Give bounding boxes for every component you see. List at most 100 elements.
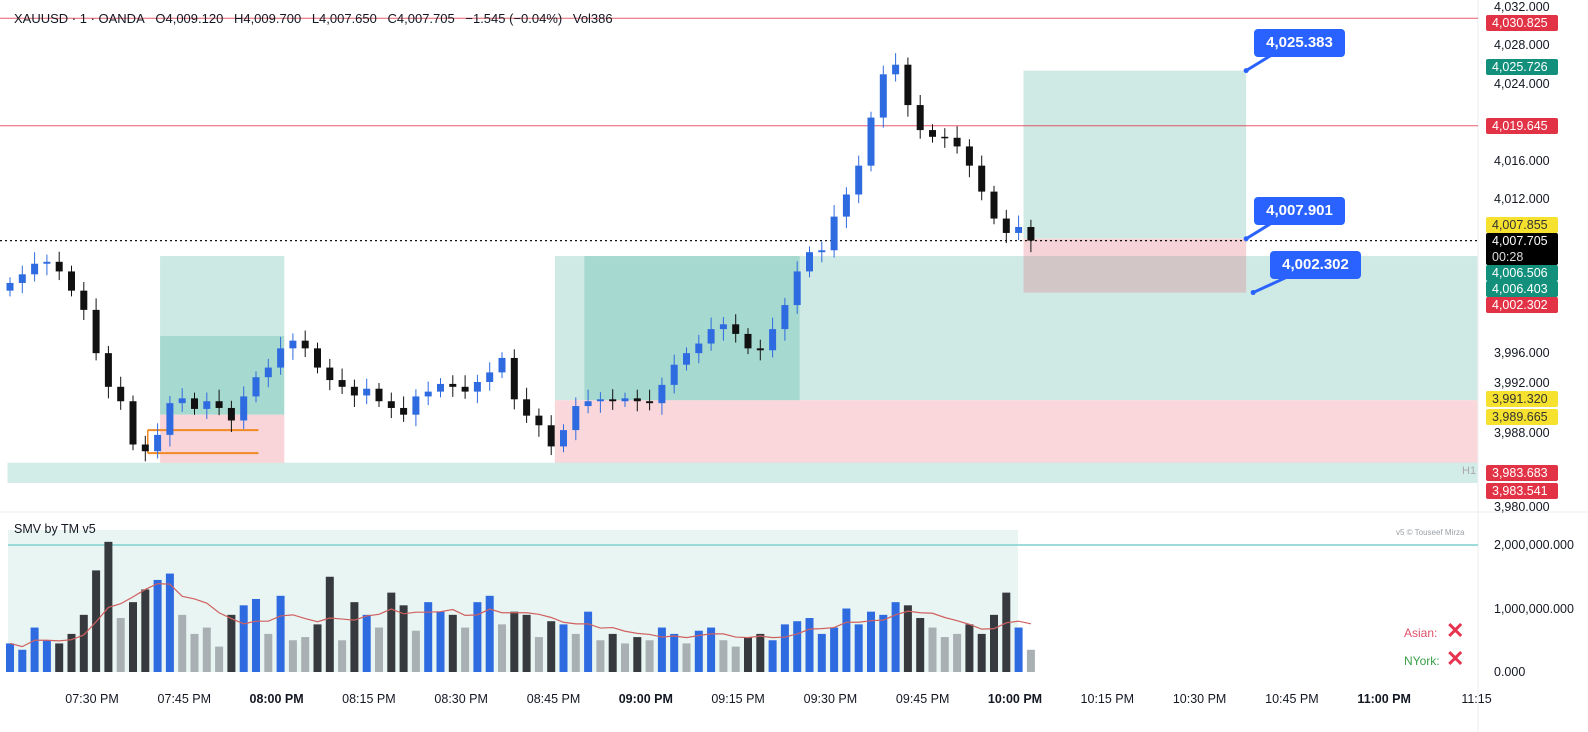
candle-body <box>449 383 457 387</box>
price-tag-value: 4,019.645 <box>1492 118 1548 133</box>
candle-body <box>769 329 777 351</box>
candle-body <box>486 372 494 382</box>
volume-bar <box>621 643 629 672</box>
volume-bar <box>18 649 27 672</box>
callout-pointer <box>1245 53 1273 72</box>
candle-body <box>498 357 506 373</box>
price-callout-label[interactable]: 4,007.901 <box>1254 196 1345 225</box>
price-tag-green: 4,025.726 <box>1486 59 1558 76</box>
volume-bar <box>534 637 543 672</box>
price-tag-green: 4,006.403 <box>1486 281 1558 298</box>
volume-bar <box>940 637 949 672</box>
price-tag-red: 3,983.541 <box>1486 482 1558 499</box>
price-tag-value: 4,030.825 <box>1492 16 1548 30</box>
volume-bar <box>276 595 285 672</box>
symbol-name[interactable]: XAUUSD · 1 · OANDA <box>14 11 145 26</box>
candle-body <box>326 367 334 381</box>
candle-body <box>781 305 789 330</box>
volume-bar <box>387 592 396 672</box>
candle-body <box>461 386 469 392</box>
volume-bar <box>670 633 679 672</box>
asian-status-x-icon: ✕ <box>1446 618 1465 643</box>
volume-axis-tick: 0.000 <box>1494 665 1526 679</box>
candle-body <box>338 380 346 387</box>
price-callout-label[interactable]: 4,025.383 <box>1254 28 1345 57</box>
candle-body <box>80 290 88 310</box>
volume-bar <box>867 611 875 672</box>
volume-bar <box>903 605 912 672</box>
volume-bar <box>854 624 863 672</box>
indicator-title[interactable]: SMV by TM v5 <box>14 522 96 536</box>
price-tag-value: 3,991.320 <box>1492 392 1548 407</box>
volume-bar <box>559 624 568 672</box>
indicator-watermark: v5 © Touseef Mirza <box>1396 528 1465 537</box>
time-axis-tick: 11:00 PM <box>1357 692 1411 706</box>
price-tag-yellow: 4,007.855 <box>1486 217 1558 234</box>
zone-bottom-band <box>7 462 1478 483</box>
candle-body <box>1002 218 1010 233</box>
volume-bar <box>301 637 310 672</box>
ohlc-close: C4,007.705 <box>387 11 455 26</box>
volume-bar <box>731 646 740 672</box>
candle-body <box>104 353 112 387</box>
volume-bar <box>313 624 322 672</box>
price-axis-tick: 3,980.000 <box>1494 500 1550 514</box>
candle-body <box>941 136 949 139</box>
volume-bar <box>768 640 777 672</box>
candle-body <box>375 388 383 402</box>
candle-body <box>855 165 863 195</box>
candle-body <box>535 415 543 426</box>
price-axis-tick: 3,996.000 <box>1494 346 1550 361</box>
volume-bar <box>842 608 851 672</box>
candle-body <box>867 117 875 166</box>
volume-bar <box>202 627 211 672</box>
volume-bar <box>793 621 802 672</box>
candle-body <box>584 401 592 407</box>
zone-target-zone <box>1023 70 1247 239</box>
time-axis-tick: 08:30 PM <box>434 692 488 706</box>
price-tag-green: 4,006.506 <box>1486 265 1558 282</box>
candle-body <box>744 333 752 349</box>
nyork-session-label: NYork: <box>1404 654 1440 668</box>
volume-bar <box>928 627 937 672</box>
volume-bar <box>448 614 457 672</box>
price-tag-value: 4,006.403 <box>1492 282 1548 297</box>
price-tag-red: 4,030.825 <box>1486 15 1558 31</box>
candle-body <box>43 261 51 264</box>
price-tag-value: 4,025.726 <box>1492 60 1548 75</box>
price-tag-red: 4,002.302 <box>1486 297 1558 314</box>
volume-bar <box>879 614 888 672</box>
volume-bar <box>485 595 494 672</box>
price-callout-label[interactable]: 4,002.302 <box>1270 250 1361 279</box>
time-axis-tick: 11:15 <box>1461 692 1492 706</box>
candle-body <box>215 401 223 408</box>
candle-body <box>965 146 973 166</box>
candle-body <box>990 191 998 219</box>
callout-anchor-dot <box>1250 290 1256 296</box>
volume-bar <box>498 624 506 672</box>
volume-bar <box>657 627 666 672</box>
candle-body <box>658 384 666 404</box>
candle-body <box>756 348 764 351</box>
price-tag-red: 3,983.683 <box>1486 464 1558 481</box>
candle-body <box>141 444 149 452</box>
price-tag-black: 4,007.705 00:28 <box>1486 233 1558 266</box>
candle-body <box>929 130 936 137</box>
candle-body <box>646 401 654 404</box>
volume-bar <box>522 614 531 672</box>
candle-body <box>904 64 912 106</box>
candle-body <box>621 398 629 402</box>
candle-body <box>6 282 14 291</box>
price-tag-yellow: 3,989.665 <box>1486 408 1558 425</box>
time-axis-tick: 08:00 PM <box>249 692 304 706</box>
candle-body <box>547 425 555 447</box>
volume-bar <box>190 633 199 672</box>
zone-stop-overlap <box>1023 256 1247 293</box>
candle-body <box>842 194 850 217</box>
candle-body <box>633 398 641 402</box>
volume-bar <box>645 640 654 672</box>
price-tag-value: 3,989.665 <box>1492 409 1548 424</box>
volume-bar <box>461 627 470 672</box>
volume-bar <box>215 646 224 672</box>
